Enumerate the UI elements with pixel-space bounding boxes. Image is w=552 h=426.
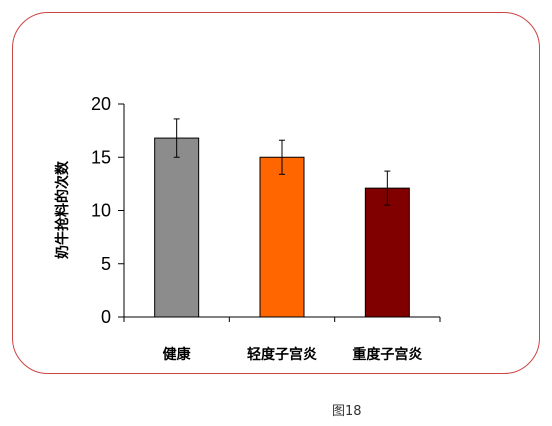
chart-error-bars — [173, 118, 391, 206]
y-tick-label: 15 — [91, 147, 111, 167]
figure-caption: 图18 — [332, 404, 362, 419]
y-tick-label: 5 — [101, 254, 111, 274]
bar — [364, 187, 410, 318]
bar — [154, 137, 200, 318]
y-tick-label: 20 — [91, 94, 111, 114]
y-axis-ticks: 0 5 10 15 20 — [91, 94, 124, 327]
x-axis-labels: 健康 轻度子宫炎 重度子宫炎 — [163, 346, 423, 363]
y-tick-label: 10 — [91, 201, 111, 221]
x-category-label: 重度子宫炎 — [352, 346, 422, 363]
bar — [259, 156, 305, 318]
x-category-label: 轻度子宫炎 — [247, 346, 317, 363]
y-axis-title: 奶牛抢料的次数 — [54, 160, 71, 259]
x-category-label: 健康 — [163, 346, 192, 363]
y-tick-label: 0 — [101, 307, 111, 327]
